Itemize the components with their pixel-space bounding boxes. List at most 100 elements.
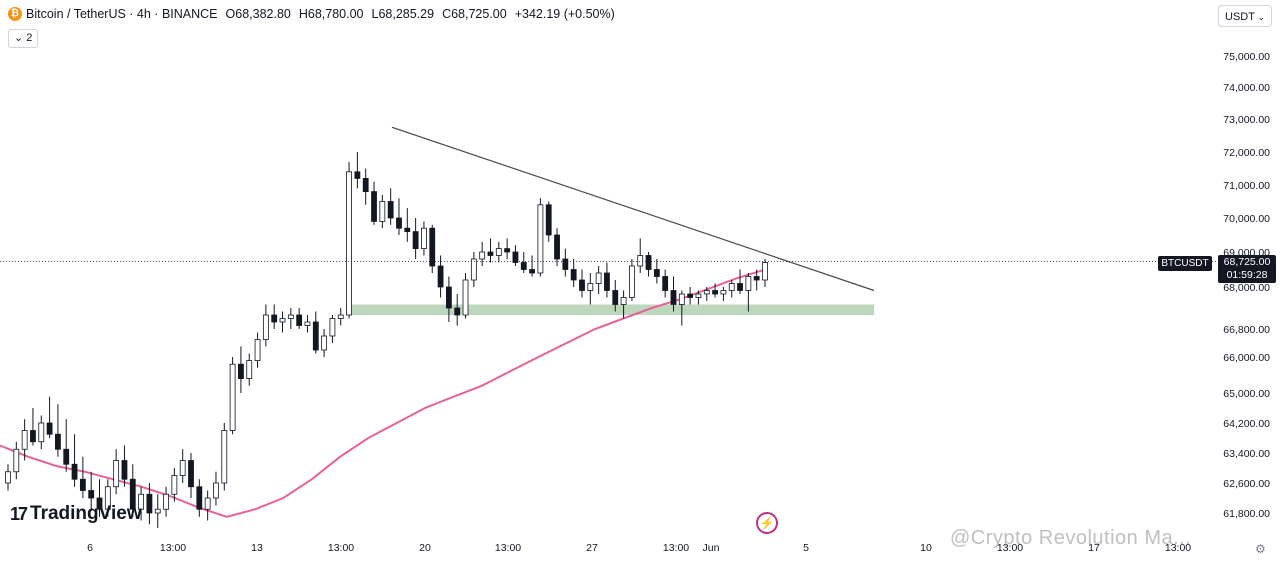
candle [113,449,120,495]
y-tick-label: 72,000.00 [1223,147,1270,159]
bitcoin-icon: ₿ [8,7,22,21]
x-tick-label: 5 [803,542,809,554]
candle [620,290,627,319]
candle [520,252,527,273]
candle [678,290,685,326]
y-axis-ticks: 75,000.00 74,000.00 73,000.00 72,000.00 71,0… [1223,51,1270,520]
candle [412,218,419,259]
candle [645,252,652,277]
candle [21,419,28,461]
candle [354,152,361,189]
candle [728,280,735,298]
candle [188,453,194,498]
countdown-label: 01:59:28 [1226,269,1268,281]
x-tick-label: 13:00 [160,542,186,554]
y-tick-label: 62,600.00 [1223,478,1270,490]
y-tick-label: 66,000.00 [1223,352,1270,364]
candle [379,194,386,229]
y-tick-label: 70,000.00 [1223,213,1270,225]
y-tick-label: 68,000.00 [1223,282,1270,294]
candle [670,276,677,312]
support-zone-rect [346,304,874,315]
candle [238,346,244,393]
candle [71,434,78,487]
candle [171,468,178,502]
candle [487,238,494,263]
candle [63,419,70,472]
symbol-title[interactable]: Bitcoin / TetherUS · 4h · BINANCE [26,7,218,21]
candle [687,287,694,305]
candle [504,238,511,259]
candle [753,269,760,291]
candle [146,483,153,525]
y-tick-label: 75,000.00 [1223,51,1270,63]
x-tick-label: 13 [251,542,263,554]
candle [262,304,269,347]
indicator-count: 2 [26,32,33,44]
candle [30,408,36,446]
indicators-toggle-button[interactable]: ⌄ 2 [8,29,39,48]
candle [662,269,669,298]
candle [437,255,444,298]
candle [337,308,344,326]
symbol-tag: BTCUSDT [1158,256,1212,271]
lightning-icon[interactable]: ⚡ [756,512,778,534]
low-value: L68,285.29 [371,7,435,21]
candle [479,241,486,266]
y-tick-label: 65,000.00 [1223,388,1270,400]
candle [287,308,294,329]
chevron-down-icon: ⌄ [14,32,24,44]
candle [346,161,352,319]
candle [695,290,702,305]
currency-label: USDT [1225,11,1255,23]
candle [545,201,552,242]
candle [229,357,236,435]
candle [271,304,278,329]
y-tick-label: 61,800.00 [1223,508,1270,520]
candle [653,259,660,284]
last-price-label: 68,725.00 [1223,256,1271,268]
currency-select[interactable]: USDT ⌄ [1218,5,1272,27]
candle [579,269,585,298]
trendline [391,126,875,292]
candle [737,269,743,294]
candle [329,315,336,343]
tradingview-logo-icon: 17 [10,503,28,524]
candle [445,276,452,322]
x-tick-label: 13:00 [1165,542,1191,554]
candle [595,266,602,294]
candle [13,441,20,480]
x-tick-label: 27 [586,542,598,554]
candle [213,471,219,506]
candle [104,479,111,517]
candle [121,445,128,487]
y-tick-label: 63,400.00 [1223,448,1270,460]
close-value: C68,725.00 [442,7,507,21]
x-tick-label: 17 [1088,542,1100,554]
x-tick-label: 13:00 [495,542,521,554]
candle [246,353,253,386]
tradingview-logo[interactable]: 17 TradingView [10,503,142,525]
trendline-line[interactable] [391,126,875,292]
candle [629,259,635,301]
candle [5,464,11,491]
candle [138,486,144,521]
y-tick-label: 73,000.00 [1223,114,1270,126]
candle [604,262,610,298]
candle [221,423,228,491]
chevron-down-icon: ⌄ [1257,12,1265,22]
candle [371,181,377,225]
candle [404,208,411,242]
candle [512,245,519,266]
candle [562,248,569,277]
candle [762,259,768,287]
candle [570,259,577,287]
candle [279,311,286,333]
candle [387,188,394,225]
candle [296,308,303,329]
watermark: @Crypto Revolution Ma... [950,527,1192,549]
candle [745,273,752,312]
gear-icon[interactable]: ⚙ [1255,542,1266,556]
x-tick-label: 13:00 [997,542,1023,554]
